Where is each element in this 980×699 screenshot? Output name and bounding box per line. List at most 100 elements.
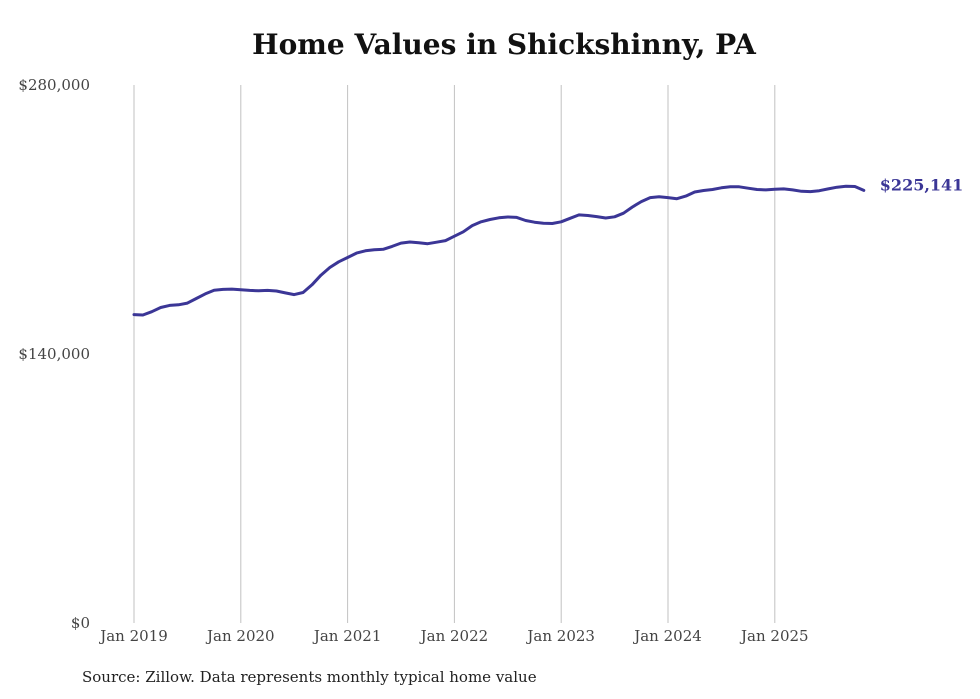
x-tick-label: Jan 2022 <box>419 627 489 645</box>
data-point <box>605 217 607 219</box>
data-point <box>320 274 322 276</box>
data-point <box>569 217 571 219</box>
x-tick-label: Jan 2019 <box>98 627 168 645</box>
data-point <box>774 188 776 190</box>
data-point <box>738 186 740 188</box>
data-point <box>329 266 331 268</box>
x-tick-label: Jan 2024 <box>632 627 702 645</box>
data-point <box>409 241 411 243</box>
x-tick-label: Jan 2020 <box>205 627 275 645</box>
data-point <box>400 242 402 244</box>
data-point <box>195 297 197 299</box>
data-point <box>204 293 206 295</box>
data-point <box>498 217 500 219</box>
x-tick-label: Jan 2023 <box>525 627 595 645</box>
data-point <box>551 222 553 224</box>
data-point <box>346 256 348 258</box>
gridlines <box>133 85 776 623</box>
data-point <box>800 190 802 192</box>
data-point <box>809 190 811 192</box>
data-point <box>560 221 562 223</box>
data-point <box>355 252 357 254</box>
data-point <box>249 289 251 291</box>
data-point <box>275 290 277 292</box>
data-point <box>453 235 455 237</box>
y-tick-label: $0 <box>71 614 90 632</box>
data-point <box>818 190 820 192</box>
data-point <box>133 313 135 315</box>
end-value-label: $225,141 <box>880 175 964 194</box>
data-point <box>462 231 464 233</box>
source-note: Source: Zillow. Data represents monthly … <box>82 668 537 686</box>
data-point <box>471 224 473 226</box>
data-point <box>658 196 660 198</box>
series-line-0 <box>132 184 866 317</box>
data-point <box>533 221 535 223</box>
data-point <box>613 216 615 218</box>
data-point <box>435 241 437 243</box>
data-point <box>649 196 651 198</box>
data-point <box>231 288 233 290</box>
data-point <box>516 216 518 218</box>
data-point <box>587 214 589 216</box>
data-point <box>168 304 170 306</box>
data-point <box>186 302 188 304</box>
data-point <box>640 200 642 202</box>
x-tick-label: Jan 2021 <box>312 627 382 645</box>
data-point <box>863 189 865 191</box>
y-tick-label: $280,000 <box>18 76 90 94</box>
data-point <box>747 187 749 189</box>
data-point <box>489 218 491 220</box>
data-point <box>685 195 687 197</box>
x-axis-ticks: Jan 2019 Jan 2020 Jan 2021 Jan 2022 Jan 2023… <box>98 627 808 645</box>
data-point <box>622 212 624 214</box>
data-point <box>783 188 785 190</box>
data-point <box>596 215 598 217</box>
data-point <box>444 239 446 241</box>
data-point <box>213 289 215 291</box>
data-point <box>791 189 793 191</box>
data-point <box>854 185 856 187</box>
data-point <box>845 185 847 187</box>
data-point <box>676 198 678 200</box>
x-tick-label: Jan 2025 <box>739 627 809 645</box>
data-point <box>756 188 758 190</box>
data-point <box>142 314 144 316</box>
data-point <box>631 206 633 208</box>
data-point <box>711 188 713 190</box>
y-tick-label: $140,000 <box>18 345 90 363</box>
data-point <box>667 196 669 198</box>
data-point <box>765 189 767 191</box>
data-point <box>284 292 286 294</box>
data-point <box>542 222 544 224</box>
data-point <box>338 261 340 263</box>
data-point <box>151 311 153 313</box>
data-point <box>364 250 366 252</box>
data-point <box>160 306 162 308</box>
data-point <box>720 187 722 189</box>
data-point <box>373 249 375 251</box>
data-point <box>311 284 313 286</box>
data-point <box>240 289 242 291</box>
data-point <box>427 243 429 245</box>
data-point <box>507 216 509 218</box>
data-point <box>257 290 259 292</box>
chart-title: Home Values in Shickshinny, PA <box>252 28 756 61</box>
data-point <box>177 304 179 306</box>
data-point <box>729 186 731 188</box>
data-point <box>293 293 295 295</box>
data-point <box>222 288 224 290</box>
data-point <box>578 214 580 216</box>
data-point <box>418 242 420 244</box>
data-point <box>391 245 393 247</box>
data-point <box>524 219 526 221</box>
data-point <box>382 248 384 250</box>
data-point <box>702 189 704 191</box>
data-point <box>480 221 482 223</box>
data-point <box>827 188 829 190</box>
series-layer: $225,141 <box>132 175 964 317</box>
y-axis-ticks: $0 $140,000 $280,000 <box>18 76 90 632</box>
data-point <box>302 291 304 293</box>
